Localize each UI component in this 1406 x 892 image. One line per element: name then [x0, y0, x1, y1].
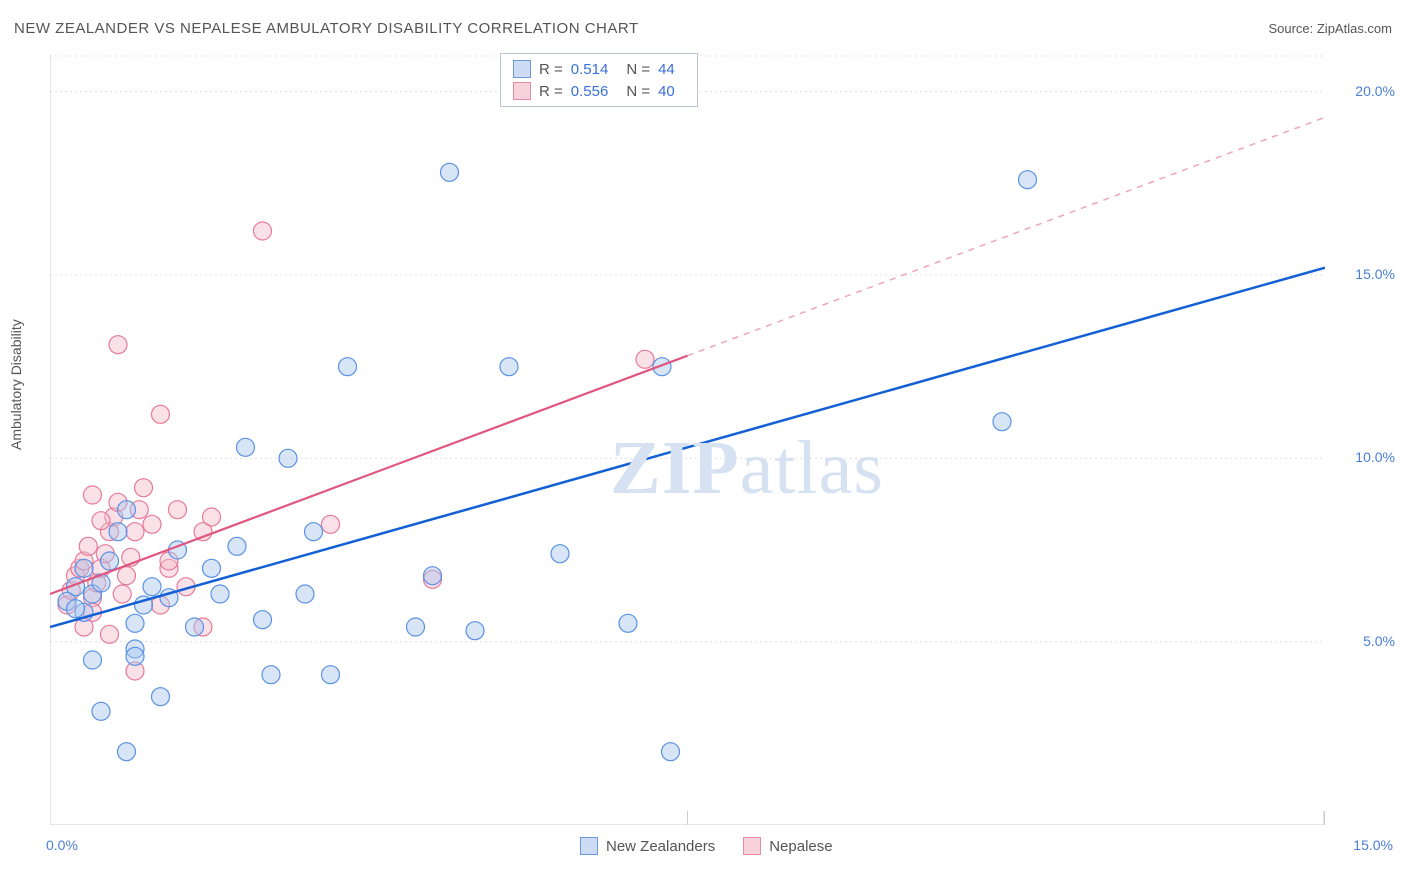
legend-item-np: Nepalese [743, 837, 832, 855]
y-tick-label: 10.0% [1355, 449, 1395, 465]
legend-label-nz: New Zealanders [606, 838, 715, 855]
y-tick-label: 5.0% [1363, 633, 1395, 649]
legend-label-np: Nepalese [769, 838, 832, 855]
n-label: N = [626, 83, 650, 100]
legend-swatch-nz [580, 837, 598, 855]
y-tick-label: 15.0% [1355, 266, 1395, 282]
title-bar: NEW ZEALANDER VS NEPALESE AMBULATORY DIS… [14, 20, 1392, 37]
y-tick-label: 20.0% [1355, 83, 1395, 99]
stats-row-nz: R = 0.514 N = 44 [513, 58, 685, 80]
r-value-nz: 0.514 [571, 61, 609, 78]
chart-title: NEW ZEALANDER VS NEPALESE AMBULATORY DIS… [14, 20, 639, 37]
r-label: R = [539, 61, 563, 78]
r-label: R = [539, 83, 563, 100]
legend: New Zealanders Nepalese [580, 837, 833, 855]
x-tick-label: 15.0% [1353, 837, 1393, 853]
n-value-nz: 44 [658, 61, 675, 78]
swatch-np [513, 82, 531, 100]
legend-item-nz: New Zealanders [580, 837, 715, 855]
swatch-nz [513, 60, 531, 78]
stats-row-np: R = 0.556 N = 40 [513, 80, 685, 102]
source-name: ZipAtlas.com [1317, 21, 1392, 36]
r-value-np: 0.556 [571, 83, 609, 100]
source-label: Source: [1268, 21, 1316, 36]
correlation-stats-box: R = 0.514 N = 44 R = 0.556 N = 40 [500, 53, 698, 107]
source-attribution: Source: ZipAtlas.com [1268, 21, 1392, 36]
y-axis-label: Ambulatory Disability [8, 319, 24, 450]
chart-svg [50, 55, 1325, 825]
n-label: N = [626, 61, 650, 78]
plot-area: ZIPatlas R = 0.514 N = 44 R = 0.556 N = … [50, 55, 1325, 825]
legend-swatch-np [743, 837, 761, 855]
n-value-np: 40 [658, 83, 675, 100]
x-tick-label: 0.0% [46, 837, 78, 853]
